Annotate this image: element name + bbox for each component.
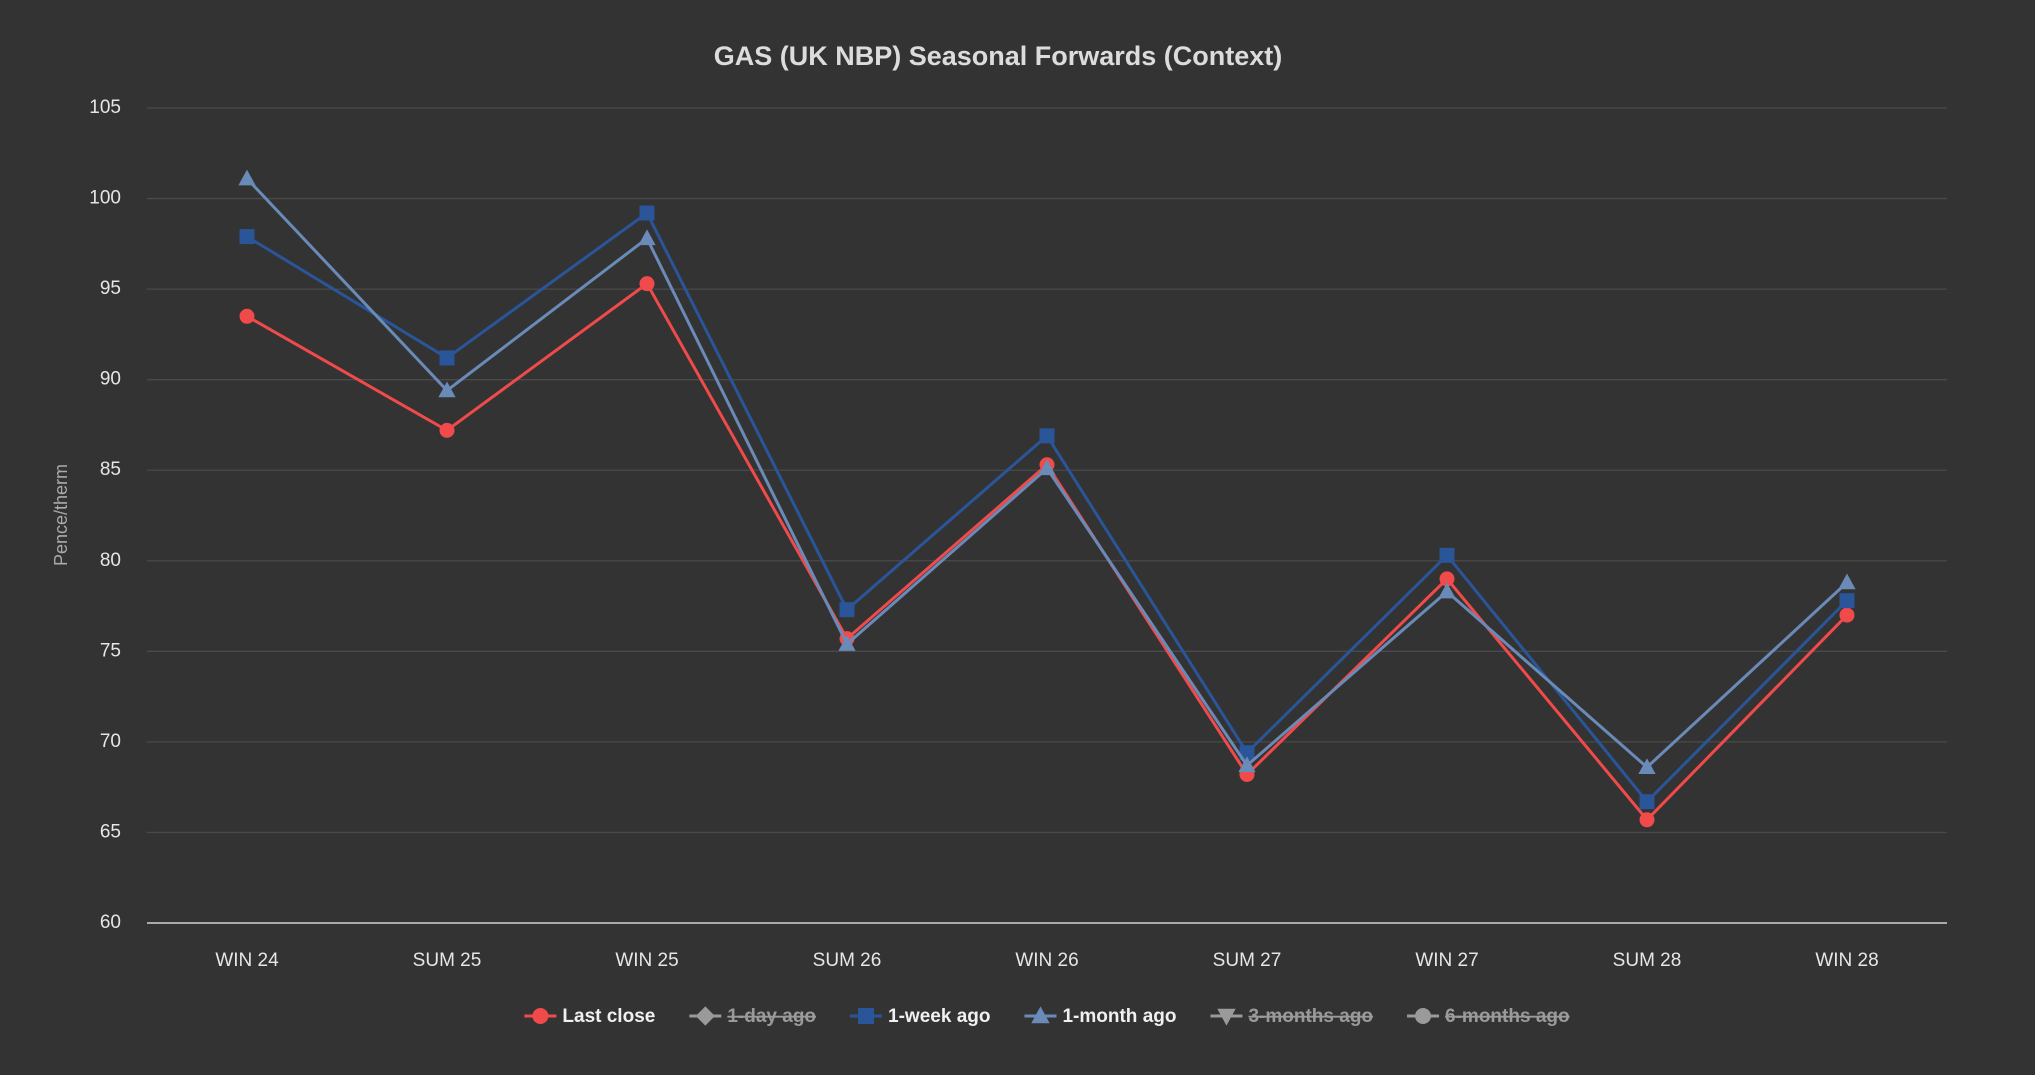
data-point [239,229,255,245]
data-point [1039,428,1055,444]
legend-item: Last close [524,1006,655,1027]
data-point [1838,573,1856,590]
data-point [838,635,856,651]
x-tick-label: WIN 25 [615,950,678,971]
legend-text: 3-months ago [1248,1006,1373,1027]
legend-text: 1-week ago [888,1006,990,1027]
y-tick-label: 75 [100,640,121,661]
data-point [639,276,655,292]
data-point [1239,745,1255,761]
y-tick-label: 100 [89,188,121,209]
legend-marker [1217,1008,1236,1026]
y-tick-label: 60 [100,912,121,933]
x-tick-label: SUM 25 [413,950,482,971]
data-point [438,381,456,398]
data-point [638,229,656,246]
y-tick-label: 80 [100,550,121,571]
series-line [246,281,1849,823]
data-point [1839,607,1855,623]
y-tick-label: 85 [100,459,121,480]
y-tick-label: 95 [100,278,121,299]
legend-marker [695,1006,715,1026]
legend-item: 1-week ago [850,1006,990,1027]
data-point [839,602,855,618]
x-tick-label: WIN 26 [1015,950,1078,971]
y-tick-label: 90 [100,369,121,390]
y-tick-label: 70 [100,731,121,752]
data-point [1038,459,1056,476]
data-point [1639,794,1655,810]
data-point [238,169,256,186]
data-point [1439,547,1455,563]
data-point [639,205,655,221]
legend-text: 1-day ago [727,1006,816,1027]
legend-item: 6-months ago [1407,1006,1570,1027]
x-tick-label: SUM 27 [1213,950,1282,971]
y-axis-label: Pence/therm [51,464,71,566]
data-point [1639,812,1655,828]
legend-text: Last close [562,1006,655,1027]
data-point [1238,756,1256,773]
x-tick-label: SUM 26 [813,950,882,971]
series-line [246,210,1849,804]
data-point [439,422,455,438]
legend-item: 1-day ago [689,1006,816,1027]
chart-title: GAS (UK NBP) Seasonal Forwards (Context) [714,41,1283,71]
x-tick-label: SUM 28 [1613,950,1682,971]
data-point [239,308,255,324]
legend-text: 1-month ago [1062,1006,1176,1027]
y-tick-label: 65 [100,821,121,842]
x-tick-label: WIN 24 [215,950,279,971]
legend-marker [1415,1008,1432,1024]
data-point [439,350,455,366]
data-point [1638,758,1656,774]
data-point [1439,571,1455,587]
legend-item: 3-months ago [1210,1006,1373,1027]
legend-marker [1031,1006,1050,1024]
legend-text: 6-months ago [1445,1006,1570,1027]
data-point [1839,593,1855,609]
y-tick-label: 105 [89,97,121,118]
data-point [1438,582,1456,599]
x-tick-label: WIN 28 [1815,950,1878,971]
x-tick-label: WIN 27 [1415,950,1478,971]
legend-item: 1-month ago [1024,1006,1176,1027]
legend-marker [858,1008,875,1024]
legend-marker [532,1008,549,1024]
